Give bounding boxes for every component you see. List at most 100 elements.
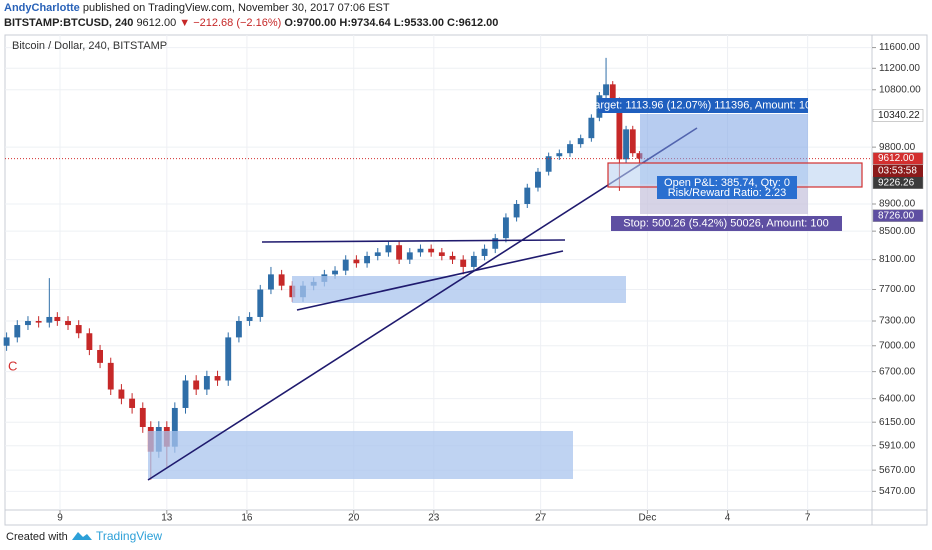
countdown: 03:53:58: [878, 166, 917, 177]
candle-body: [513, 204, 520, 218]
candle-body: [139, 407, 146, 428]
candle-body: [3, 337, 10, 346]
candle-body: [428, 248, 435, 253]
change-arrow: ▼: [179, 17, 191, 29]
price-label: 9612.00: [878, 153, 915, 164]
candle-body: [481, 248, 488, 256]
axes: 11600.00 11200.00 10800.00 9800.00 8900.00 85…: [57, 42, 924, 524]
candle-body: [396, 245, 403, 260]
candle-body: [107, 362, 114, 390]
y-tick-label: 5670.00: [879, 465, 916, 476]
header-line-1: AndyCharlotte published on TradingView.c…: [4, 2, 390, 14]
candle-body: [147, 427, 154, 452]
x-tick-label: 9: [57, 513, 63, 524]
y-tick-label: 7000.00: [879, 340, 916, 351]
candle-body: [588, 117, 595, 139]
candle-body: [86, 333, 93, 350]
y-tick-label: 8500.00: [879, 226, 916, 237]
candle-body: [492, 238, 499, 249]
brand-logo: [72, 532, 92, 540]
candle-body: [460, 259, 467, 267]
candle-body: [332, 270, 338, 275]
candle-body: [289, 285, 296, 298]
chart-frame: [4, 34, 928, 526]
candle-body: [374, 252, 381, 256]
zone: [292, 276, 626, 303]
x-tick-label: Dec: [639, 513, 657, 524]
pnl-label: Open P&L: 385.74, Qty: 0: [664, 177, 790, 189]
candle-body: [623, 129, 630, 160]
position-box: [607, 162, 863, 188]
x-tick-label: 16: [241, 513, 253, 524]
candle-body: [35, 320, 42, 323]
stop-zone: [640, 184, 808, 214]
pnl-label-box: [657, 176, 797, 199]
price-label-box: [872, 109, 924, 122]
candle-body: [225, 337, 232, 381]
candle-body: [603, 84, 609, 96]
y-tick-label: 6700.00: [879, 366, 916, 377]
last-price: 9612.00: [136, 17, 177, 29]
candle-body: [636, 153, 643, 159]
candle-body: [235, 320, 242, 338]
author[interactable]: AndyCharlotte: [4, 2, 80, 14]
grid: [5, 35, 872, 510]
price-label-box: [872, 152, 924, 165]
candle-body: [417, 248, 424, 253]
x-tick-label: 7: [805, 513, 811, 524]
candle-body: [46, 316, 53, 323]
ohlc: O:9700.00 H:9734.64 L:9533.00 C:9612.00: [284, 17, 499, 29]
candle-body: [155, 427, 162, 452]
candle-body: [65, 320, 71, 326]
published: published on TradingView.com, November 3…: [82, 2, 390, 14]
candle-body: [25, 320, 31, 326]
candle-body: [524, 187, 531, 205]
price-label: 9226.26: [878, 177, 915, 188]
stop-label: Stop: 500.26 (5.42%) 50026, Amount: 100: [623, 217, 828, 229]
candle-body: [406, 252, 413, 260]
candle-body: [321, 274, 328, 282]
candle-body: [171, 407, 178, 447]
candle-body: [567, 144, 573, 154]
candle-body: [278, 274, 285, 286]
candle-body: [129, 398, 136, 408]
trendline: [147, 127, 698, 481]
chart-title: Bitcoin / Dollar, 240, BITSTAMP: [12, 40, 167, 52]
candle-body: [118, 389, 125, 399]
y-tick-label: 5910.00: [879, 440, 916, 451]
candle-body: [577, 138, 584, 145]
candle-body: [545, 156, 552, 172]
y-tick-label: 9800.00: [879, 142, 916, 153]
candle-body: [342, 259, 349, 271]
y-tick-label: 5470.00: [879, 486, 916, 497]
candle-body: [556, 153, 563, 157]
candle-body: [193, 380, 200, 390]
rr-label: Risk/Reward Ratio: 2.23: [668, 187, 787, 199]
candle-body: [385, 245, 392, 253]
candle-body: [616, 100, 623, 160]
x-tick-label: 4: [725, 513, 731, 524]
x-tick-label: 13: [161, 513, 173, 524]
candle-body: [246, 316, 253, 321]
trendline: [261, 239, 566, 243]
y-tick-label: 7700.00: [879, 284, 916, 295]
price-label: 10340.22: [878, 110, 920, 121]
x-tick-label: 27: [535, 513, 547, 524]
marker: C: [8, 358, 17, 373]
candle-body: [364, 255, 371, 264]
price-label-box: [872, 209, 924, 222]
candle-body: [75, 325, 82, 334]
y-tick-label: 11200.00: [879, 63, 920, 74]
candle-body: [214, 376, 221, 381]
candle-body: [300, 285, 306, 298]
y-tick-label: 6150.00: [879, 417, 916, 428]
brand[interactable]: TradingView: [96, 529, 162, 543]
symbol: BITSTAMP:BTCUSD, 240: [4, 17, 134, 29]
candle-body: [163, 427, 170, 447]
trendline: [296, 250, 564, 311]
candle-body: [438, 252, 445, 256]
y-tick-label: 10800.00: [879, 84, 921, 95]
y-tick-label: 8900.00: [879, 199, 916, 210]
candle-body: [449, 255, 456, 260]
